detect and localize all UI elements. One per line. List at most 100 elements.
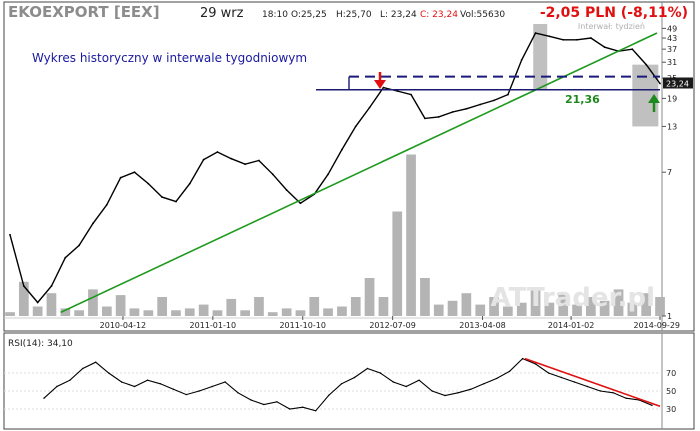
- highlight-zone: [533, 24, 548, 90]
- volume-bar: [267, 312, 278, 316]
- price-tick-label: 7: [667, 168, 672, 177]
- price-point: [216, 151, 219, 153]
- rsi-series: [4, 357, 662, 412]
- date-tick-label: 2014-09-29: [634, 321, 681, 330]
- rsi-point: [315, 410, 317, 412]
- rsi-point: [185, 393, 187, 396]
- support-level-label: 21,36: [565, 93, 600, 106]
- volume-bar: [613, 289, 624, 316]
- price-point: [410, 93, 412, 96]
- volume-bar: [586, 297, 596, 316]
- price-tick-label: 37: [667, 45, 677, 54]
- rsi-point: [366, 367, 369, 370]
- volume-bar: [323, 308, 333, 316]
- price-point: [92, 222, 94, 225]
- rsi-point: [392, 381, 394, 383]
- volume-bar: [378, 297, 389, 316]
- quote-open: O:25,25: [291, 10, 327, 20]
- volume-bar: [544, 302, 555, 316]
- rsi-point: [534, 363, 537, 365]
- price-point: [437, 116, 440, 118]
- volume-bar: [489, 297, 499, 316]
- volume-bar: [572, 304, 582, 316]
- price-tick-label: 19: [667, 94, 677, 103]
- volume-bar: [558, 293, 569, 316]
- price-point: [36, 301, 39, 304]
- volume-bar: [516, 302, 527, 316]
- price-point: [354, 125, 357, 128]
- price-point: [507, 93, 509, 96]
- volume-bar: [240, 310, 250, 316]
- rsi-point: [457, 392, 459, 394]
- rsi-point: [586, 385, 588, 388]
- price-line: [9, 32, 661, 304]
- volume-bar: [392, 211, 403, 316]
- rsi-point: [211, 385, 213, 388]
- rsi-point: [651, 404, 653, 407]
- rsi-point: [108, 372, 110, 374]
- rsi-point: [353, 376, 356, 379]
- price-point: [603, 46, 606, 49]
- price-point: [479, 103, 482, 106]
- price-point: [451, 111, 454, 113]
- last-price-value: 23,24: [666, 80, 689, 89]
- volume-bar: [350, 297, 361, 316]
- rsi-point: [289, 408, 291, 410]
- price-series: [9, 32, 661, 304]
- price-point: [50, 285, 53, 287]
- volume-bar: [129, 308, 140, 316]
- price-point: [78, 244, 80, 247]
- rsi-point: [483, 383, 485, 385]
- rsi-panel-frame: [3, 332, 695, 430]
- price-point: [230, 157, 233, 160]
- volume-bar: [157, 297, 167, 316]
- volume-bar: [5, 312, 15, 316]
- rsi-point: [133, 385, 136, 388]
- rsi-point: [224, 381, 226, 383]
- rsi-point: [599, 390, 601, 392]
- quote-time: 18:10: [262, 10, 288, 20]
- quote-low: L: 23,24: [380, 10, 417, 20]
- volume-bar: [447, 300, 458, 316]
- chart-note: Wykres historyczny w interwale tygodniow…: [32, 51, 307, 65]
- rsi-point: [276, 401, 278, 403]
- rsi-tick-30: 30: [666, 405, 676, 414]
- volume-bar: [32, 306, 43, 316]
- rsi-point: [172, 388, 175, 390]
- volume-bar: [19, 281, 29, 316]
- rsi-trendline: [524, 357, 661, 408]
- rsi-point: [612, 392, 614, 394]
- rsi-point: [69, 379, 71, 381]
- down-arrow-icon: [374, 72, 386, 89]
- main-panel-frame: [3, 1, 695, 332]
- price-point: [9, 233, 11, 236]
- interval-note: Interwał: tydzień: [578, 22, 645, 31]
- volume-bar: [461, 293, 472, 316]
- price-point: [271, 173, 274, 176]
- volume-bar: [599, 300, 610, 316]
- volume-bar: [655, 297, 665, 316]
- price-tick-label: 31: [667, 58, 677, 67]
- volume-bar: [627, 302, 638, 316]
- price-point: [368, 106, 371, 109]
- volume-bar: [102, 306, 112, 316]
- volume-bar: [46, 293, 57, 316]
- rsi-point: [521, 357, 524, 360]
- price-point: [202, 158, 205, 161]
- price-tick-label: 43: [667, 34, 677, 43]
- rsi-point: [379, 372, 381, 374]
- volume-bar: [503, 306, 513, 316]
- rsi-point: [146, 379, 149, 381]
- price-point: [175, 200, 177, 203]
- rsi-point: [405, 385, 407, 388]
- price-point: [327, 173, 329, 176]
- volume-bars: [5, 154, 665, 316]
- quote-volume: Vol:55630: [460, 10, 505, 20]
- price-point: [161, 196, 164, 199]
- volume-bar: [475, 304, 486, 316]
- price-point: [299, 202, 302, 205]
- price-point: [548, 35, 551, 38]
- rsi-point: [237, 392, 239, 394]
- volume-bar: [88, 289, 98, 316]
